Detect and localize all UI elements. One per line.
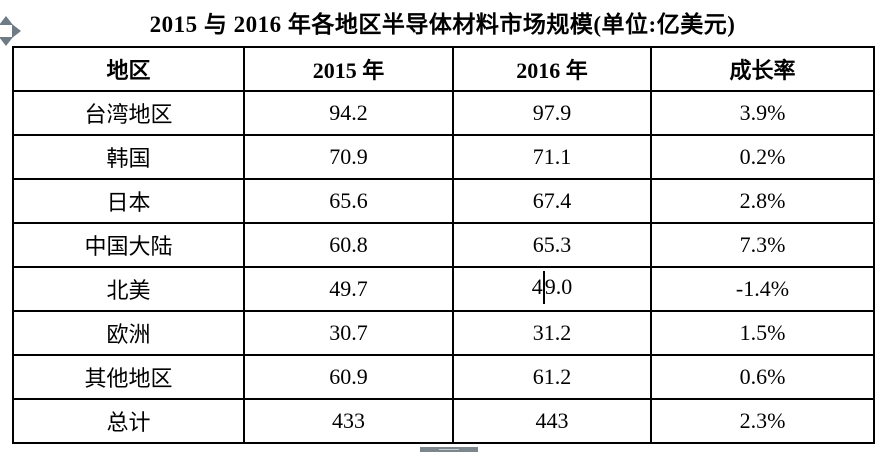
region-cell[interactable]: 欧洲 — [12, 310, 245, 356]
value-cell[interactable]: 60.9 — [243, 354, 454, 400]
value-cell[interactable]: 67.4 — [452, 178, 652, 224]
value-cell[interactable]: -1.4% — [650, 266, 875, 312]
value-cell[interactable]: 71.1 — [452, 134, 652, 180]
value-cell[interactable]: 0.6% — [650, 354, 875, 400]
value-cell[interactable]: 70.9 — [243, 134, 454, 180]
document-title[interactable]: 2015 与 2016 年各地区半导体材料市场规模(单位:亿美元) — [149, 12, 736, 37]
text-cursor — [542, 271, 545, 304]
scroll-thumb[interactable] — [420, 447, 478, 452]
region-cell[interactable]: 总计 — [12, 398, 245, 444]
table-row: 日本 65.6 67.4 2.8% — [12, 178, 875, 224]
table-row: 韩国 70.9 71.1 0.2% — [12, 134, 875, 180]
table-header-row: 地区 2015 年 2016 年 成长率 — [12, 46, 875, 92]
region-cell[interactable]: 中国大陆 — [12, 222, 245, 268]
region-cell[interactable]: 其他地区 — [12, 354, 245, 400]
table-row: 欧洲 30.7 31.2 1.5% — [12, 310, 875, 356]
value-cell[interactable]: 30.7 — [243, 310, 454, 356]
table-row: 北美 49.7 49.0 -1.4% — [12, 266, 875, 312]
value-cell[interactable]: 0.2% — [650, 134, 875, 180]
table-row: 总计 433 443 2.3% — [12, 398, 875, 444]
region-cell[interactable]: 台湾地区 — [12, 90, 245, 136]
region-cell[interactable]: 韩国 — [12, 134, 245, 180]
value-cell[interactable]: 3.9% — [650, 90, 875, 136]
header-cell-2016[interactable]: 2016 年 — [452, 46, 652, 92]
value-cell[interactable]: 443 — [452, 398, 652, 444]
header-cell-growth[interactable]: 成长率 — [650, 46, 875, 92]
value-cell[interactable]: 65.3 — [452, 222, 652, 268]
value-cell[interactable]: 60.8 — [243, 222, 454, 268]
value-cell[interactable]: 1.5% — [650, 310, 875, 356]
header-cell-region[interactable]: 地区 — [12, 46, 245, 92]
value-cell[interactable]: 49.0 — [452, 266, 652, 312]
data-table: 地区 2015 年 2016 年 成长率 台湾地区 94.2 97.9 3.9% 韩国 7… — [12, 46, 875, 444]
value-cell[interactable]: 7.3% — [650, 222, 875, 268]
value-cell[interactable]: 97.9 — [452, 90, 652, 136]
value-cell[interactable]: 433 — [243, 398, 454, 444]
value-cell[interactable]: 94.2 — [243, 90, 454, 136]
header-cell-2015[interactable]: 2015 年 — [243, 46, 454, 92]
region-cell[interactable]: 日本 — [12, 178, 245, 224]
table-row: 其他地区 60.9 61.2 0.6% — [12, 354, 875, 400]
table-row: 台湾地区 94.2 97.9 3.9% — [12, 90, 875, 136]
table-move-handle-icon[interactable] — [0, 16, 21, 46]
value-cell[interactable]: 2.8% — [650, 178, 875, 224]
region-cell[interactable]: 北美 — [12, 266, 245, 312]
value-cell[interactable]: 2.3% — [650, 398, 875, 444]
value-cell[interactable]: 31.2 — [452, 310, 652, 356]
table-row: 中国大陆 60.8 65.3 7.3% — [12, 222, 875, 268]
value-cell[interactable]: 61.2 — [452, 354, 652, 400]
value-cell[interactable]: 49.7 — [243, 266, 454, 312]
value-cell[interactable]: 65.6 — [243, 178, 454, 224]
